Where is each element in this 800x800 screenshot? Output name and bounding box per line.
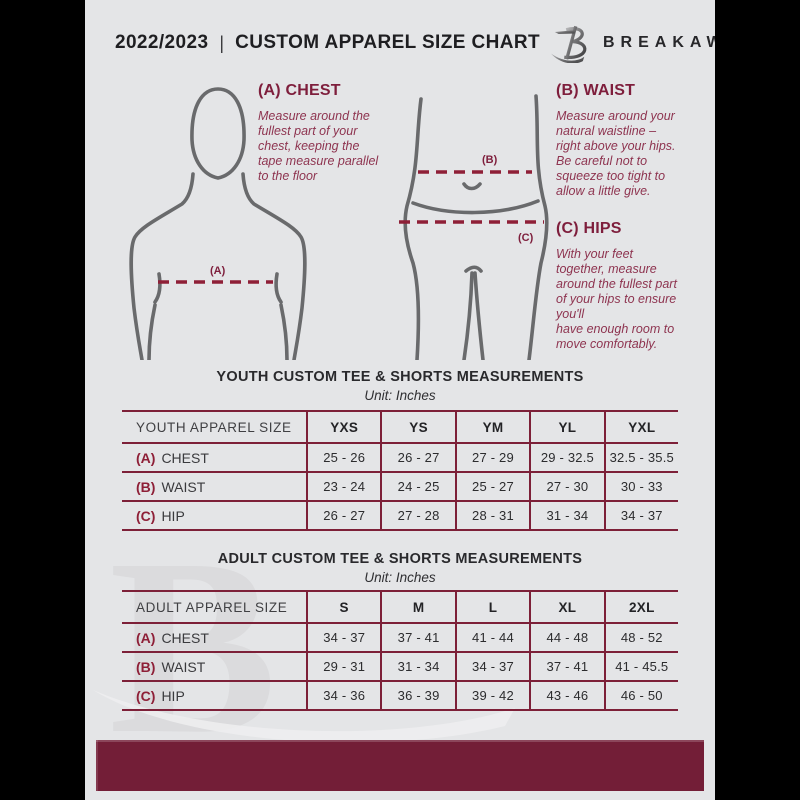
adult-value-cell: 29 - 31 [306,653,381,682]
youth-value-cell: 34 - 37 [603,502,678,531]
youth-size-header: YXS [306,412,381,444]
hips-marker: (C) [518,232,534,244]
row-marker: (B) [136,478,156,495]
youth-table-title: YOUTH CUSTOM TEE & SHORTS MEASUREMENTS [216,369,584,385]
adult-value-cell: 34 - 36 [306,682,381,711]
adult-value-cell: 37 - 41 [380,624,455,653]
footer-band [96,740,704,791]
youth-value-cell: 23 - 24 [306,473,381,502]
adult-table-unit: Unit: Inches [364,570,436,585]
row-name: WAIST [161,658,206,675]
youth-value-cell: 32.5 - 35.5 [603,444,678,473]
header-bar: 2022/2023 | CUSTOM APPAREL SIZE CHART BR… [115,22,715,64]
waist-instruction-heading: (B) WAIST [556,82,636,99]
breakaway-b-logo-icon [550,25,587,63]
youth-value-cell: 25 - 27 [454,473,530,502]
youth-row-label: (C) HIP [122,502,306,531]
adult-row-label: (C) HIP [122,682,306,711]
header-divider: | [219,32,225,53]
adult-table-title: ADULT CUSTOM TEE & SHORTS MEASUREMENTS [217,551,583,567]
adult-size-header: S [306,592,381,624]
adult-table-caption: ADULT CUSTOM TEE & SHORTS MEASUREMENTS U… [117,551,683,585]
youth-value-cell: 28 - 31 [454,502,530,531]
row-marker: (C) [136,687,156,704]
adult-value-cell: 41 - 45.5 [603,653,678,682]
youth-row-label: (B) WAIST [122,473,306,502]
adult-size-table: ADULT APPAREL SIZE S M L XL 2XL (A) CHEST 34 - 3… [122,590,678,711]
hips-instruction-heading: (C) HIPS [556,220,622,237]
adult-value-cell: 36 - 39 [380,682,455,711]
youth-size-header: YXL [603,412,678,444]
brand-name: BREAKAWAY [602,34,715,51]
youth-value-cell: 27 - 29 [454,444,530,473]
youth-size-header: YS [380,412,455,444]
youth-row-label: (A) CHEST [122,444,306,473]
row-marker: (C) [136,507,156,524]
chest-figure: (A) [129,87,307,360]
youth-size-header: YL [529,412,604,444]
adult-size-header: L [454,592,530,624]
adult-value-cell: 48 - 52 [603,624,678,653]
adult-value-cell: 46 - 50 [603,682,678,711]
adult-row-label: (A) CHEST [122,624,306,653]
youth-size-header: YM [454,412,530,444]
youth-header-label: YOUTH APPAREL SIZE [122,412,306,444]
waist-hips-figure: (B) (C) [399,94,549,360]
adult-header-label: ADULT APPAREL SIZE [122,592,306,624]
adult-size-header: XL [529,592,604,624]
youth-value-cell: 25 - 26 [306,444,381,473]
row-marker: (B) [136,658,156,675]
watermark-swoosh [93,690,515,743]
waist-instruction: (B) WAIST Measure around your natural wa… [556,82,710,199]
adult-size-header: 2XL [603,592,678,624]
youth-value-cell: 30 - 33 [603,473,678,502]
youth-value-cell: 29 - 32.5 [529,444,604,473]
youth-value-cell: 26 - 27 [380,444,455,473]
page-title: CUSTOM APPAREL SIZE CHART [235,32,540,53]
youth-value-cell: 24 - 25 [380,473,455,502]
adult-value-cell: 34 - 37 [454,653,530,682]
hips-instruction: (C) HIPS With your feet together, measur… [556,220,714,352]
youth-value-cell: 26 - 27 [306,502,381,531]
adult-value-cell: 44 - 48 [529,624,604,653]
chest-marker: (A) [210,265,226,277]
row-name: CHEST [161,449,209,466]
season-label: 2022/2023 [115,32,209,53]
youth-size-table: YOUTH APPAREL SIZE YXS YS YM YL YXL (A) CHEST 25… [122,410,678,531]
adult-value-cell: 31 - 34 [380,653,455,682]
youth-table-caption: YOUTH CUSTOM TEE & SHORTS MEASUREMENTS U… [117,369,683,403]
adult-value-cell: 39 - 42 [454,682,530,711]
row-name: HIP [161,687,185,704]
waist-instruction-text: Measure around your natural waistline – … [556,109,676,198]
hips-instruction-text: With your feet together, measure around … [556,247,677,351]
row-name: HIP [161,507,185,524]
adult-value-cell: 43 - 46 [529,682,604,711]
chest-instruction-text: Measure around the fullest part of your … [258,109,379,183]
youth-table-unit: Unit: Inches [364,388,436,403]
chest-instruction-heading: (A) CHEST [258,82,341,99]
row-name: WAIST [161,478,206,495]
youth-value-cell: 27 - 30 [529,473,604,502]
adult-row-label: (B) WAIST [122,653,306,682]
adult-value-cell: 37 - 41 [529,653,604,682]
row-marker: (A) [136,629,156,646]
chest-instruction: (A) CHEST Measure around the fullest par… [258,82,382,184]
adult-size-header: M [380,592,455,624]
document: B 2022/2023 | CUSTOM APPAREL SIZE CHART [85,0,715,800]
adult-value-cell: 41 - 44 [454,624,530,653]
row-name: CHEST [161,629,209,646]
row-marker: (A) [136,449,156,466]
adult-value-cell: 34 - 37 [306,624,381,653]
waist-marker: (B) [482,154,498,166]
youth-value-cell: 31 - 34 [529,502,604,531]
youth-value-cell: 27 - 28 [380,502,455,531]
